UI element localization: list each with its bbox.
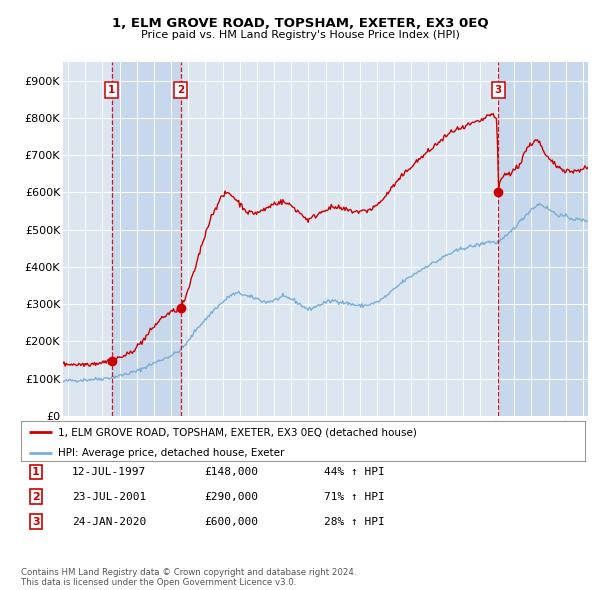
Text: 44% ↑ HPI: 44% ↑ HPI <box>324 467 385 477</box>
Text: 2: 2 <box>32 492 40 502</box>
Text: 1: 1 <box>32 467 40 477</box>
Text: Contains HM Land Registry data © Crown copyright and database right 2024.
This d: Contains HM Land Registry data © Crown c… <box>21 568 356 587</box>
Text: 1, ELM GROVE ROAD, TOPSHAM, EXETER, EX3 0EQ (detached house): 1, ELM GROVE ROAD, TOPSHAM, EXETER, EX3 … <box>58 427 416 437</box>
Bar <box>181 62 498 416</box>
Text: £290,000: £290,000 <box>204 492 258 502</box>
Text: 3: 3 <box>32 517 40 526</box>
Text: £148,000: £148,000 <box>204 467 258 477</box>
Bar <box>112 62 181 416</box>
Text: 1, ELM GROVE ROAD, TOPSHAM, EXETER, EX3 0EQ: 1, ELM GROVE ROAD, TOPSHAM, EXETER, EX3 … <box>112 17 488 30</box>
Text: 71% ↑ HPI: 71% ↑ HPI <box>324 492 385 502</box>
Bar <box>498 62 588 416</box>
Text: 1: 1 <box>108 85 115 95</box>
Text: 28% ↑ HPI: 28% ↑ HPI <box>324 517 385 526</box>
Text: 3: 3 <box>494 85 502 95</box>
Text: £600,000: £600,000 <box>204 517 258 526</box>
Text: 2: 2 <box>177 85 184 95</box>
Text: Price paid vs. HM Land Registry's House Price Index (HPI): Price paid vs. HM Land Registry's House … <box>140 30 460 40</box>
Text: 24-JAN-2020: 24-JAN-2020 <box>72 517 146 526</box>
Text: 12-JUL-1997: 12-JUL-1997 <box>72 467 146 477</box>
Text: HPI: Average price, detached house, Exeter: HPI: Average price, detached house, Exet… <box>58 448 284 458</box>
Text: 23-JUL-2001: 23-JUL-2001 <box>72 492 146 502</box>
Bar <box>63 62 112 416</box>
